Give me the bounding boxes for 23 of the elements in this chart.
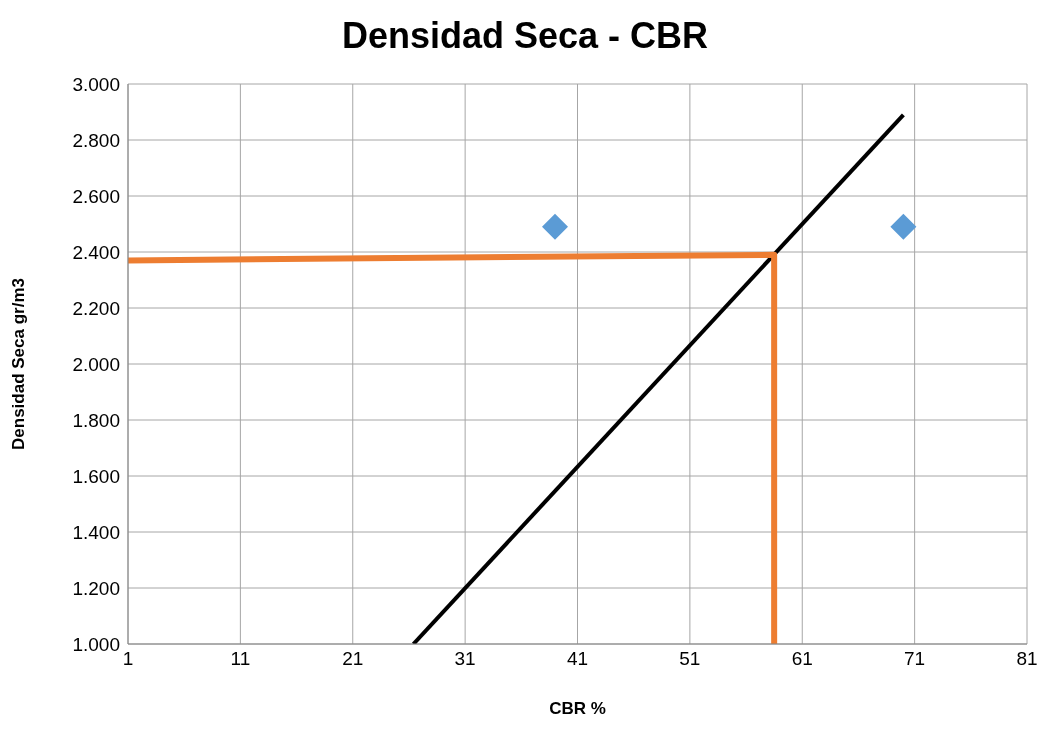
y-tick-label: 1.800 — [72, 409, 120, 431]
y-tick-label: 2.800 — [72, 129, 120, 151]
x-tick-label: 31 — [454, 648, 476, 670]
y-tick-label: 2.400 — [72, 241, 120, 263]
y-tick-label: 2.200 — [72, 297, 120, 319]
x-tick-label: 71 — [904, 648, 926, 670]
chart-title: Densidad Seca - CBR — [340, 14, 710, 58]
y-tick-label: 1.200 — [72, 577, 120, 599]
x-tick-label: 41 — [566, 648, 589, 670]
y-tick-label: 3.000 — [72, 73, 120, 95]
x-tick-label: 51 — [679, 648, 701, 670]
y-tick-label: 1.000 — [72, 633, 120, 655]
x-tick-label: 21 — [342, 648, 364, 670]
x-axis-title: CBR % — [549, 699, 606, 718]
y-tick-label: 2.000 — [72, 353, 120, 375]
x-tick-label: 61 — [791, 648, 813, 670]
y-tick-label: 1.400 — [72, 521, 120, 543]
y-tick-label: 2.600 — [72, 185, 120, 207]
x-tick-label: 11 — [230, 648, 251, 670]
x-tick-label: 1 — [122, 648, 134, 670]
y-tick-label: 1.600 — [72, 465, 120, 487]
y-axis-title: Densidad Seca gr/m3 — [9, 278, 29, 450]
x-tick-label: 81 — [1016, 648, 1038, 670]
